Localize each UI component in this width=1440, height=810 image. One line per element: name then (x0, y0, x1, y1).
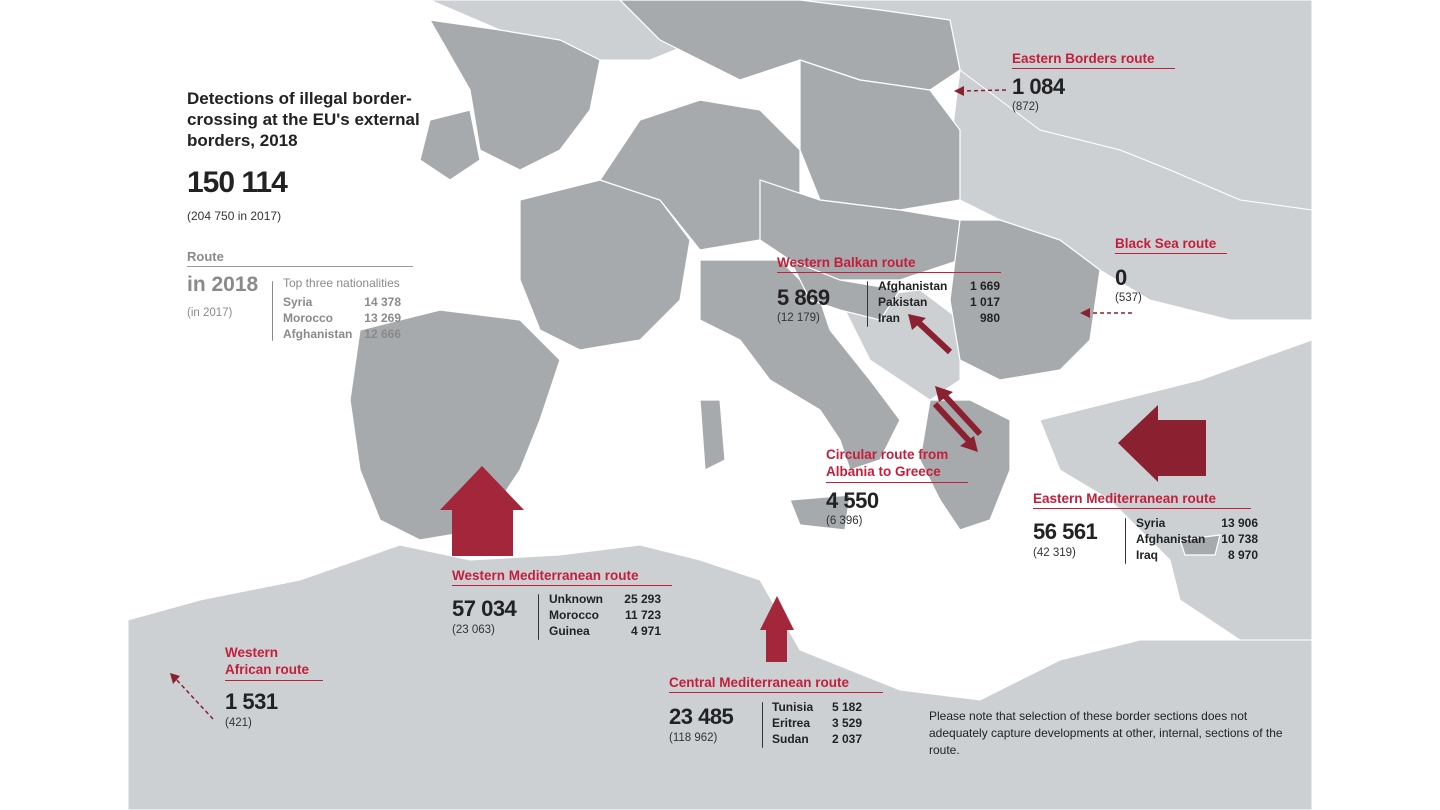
western-med-nat-list: Unknown 25 293 Morocco 11 723 Guinea 4 971 (549, 591, 661, 639)
circular-arrow-b (942, 393, 983, 437)
legend-prev-label: (in 2017) (187, 307, 233, 319)
poland (799, 59, 961, 211)
western-med-value: 57 034 (452, 596, 517, 621)
circular-route-name: Circular route from Albania to Greece (826, 446, 968, 483)
footnote: Please note that selection of these bord… (929, 709, 1283, 757)
black-sea-route-name: Black Sea route (1115, 236, 1227, 254)
eastern-med-route-name: Eastern Mediterranean route (1033, 491, 1251, 509)
ireland (419, 109, 481, 181)
legend-nat-row: Morocco 13 269 (283, 311, 401, 325)
legend-nat-row: Syria 14 378 (283, 295, 401, 309)
legend-route-label: Route (187, 249, 413, 267)
circular-prev: (6 396) (826, 515, 863, 527)
north-africa (127, 544, 1313, 810)
route-arrows (170, 86, 1206, 720)
western-balkan-nat-list: Afghanistan 1 669 Pakistan 1 017 Iran 980 (878, 278, 1000, 326)
nat-row: Morocco 11 723 (549, 608, 661, 622)
western-african-route-name: Western African route (225, 644, 323, 681)
nat-row: Guinea 4 971 (549, 624, 661, 638)
turkey-middle-east (1039, 339, 1313, 641)
nat-row: Afghanistan 1 669 (878, 279, 1000, 293)
legend-nat-row: Afghanistan 12 666 (283, 327, 401, 341)
central-med-brace (762, 702, 763, 748)
sicily (789, 494, 851, 531)
eastern-borders-pointer (959, 89, 1007, 92)
greece (919, 399, 1011, 531)
nat-row: Pakistan 1 017 (878, 295, 1000, 309)
nat-row: Afghanistan 10 738 (1136, 532, 1258, 546)
nat-row: Sudan 2 037 (772, 732, 862, 746)
ukraine-belarus (949, 69, 1313, 321)
nat-row: Iran 980 (878, 311, 1000, 325)
western-balkan-route-name: Western Balkan route (777, 255, 1001, 273)
eastern-med-brace (1125, 518, 1126, 564)
legend-nat-list: Syria 14 378 Morocco 13 269 Afghanistan 12 … (283, 294, 401, 342)
western-balkan-arrow (915, 319, 953, 355)
western-african-pointer (173, 676, 214, 720)
western-balkan-prev: (12 179) (777, 312, 820, 324)
western-med-brace (538, 594, 539, 640)
central-med-nat-list: Tunisia 5 182 Eritrea 3 529 Sudan 2 037 (772, 699, 862, 747)
central-med-prev: (118 962) (669, 732, 718, 744)
total-prev: (204 750 in 2017) (187, 209, 282, 223)
legend-year-label: in 2018 (187, 273, 259, 296)
czech-austria-hungary (759, 179, 961, 281)
western-med-route-name: Western Mediterranean route (452, 568, 672, 586)
black-sea-value: 0 (1115, 265, 1127, 290)
eastern-borders-route-name: Eastern Borders route (1012, 51, 1175, 69)
nat-row: Syria 13 906 (1136, 516, 1258, 530)
eastern-borders-value: 1 084 (1012, 74, 1065, 99)
central-med-route-name: Central Mediterranean route (669, 675, 883, 693)
eastern-med-nat-list: Syria 13 906 Afghanistan 10 738 Iraq 8 970 (1136, 515, 1258, 563)
western-balkan-brace (867, 281, 868, 327)
black-sea-prev: (537) (1115, 292, 1142, 304)
nat-row: Tunisia 5 182 (772, 700, 862, 714)
nat-row: Unknown 25 293 (549, 592, 661, 606)
legend-brace (272, 281, 273, 341)
eastern-med-value: 56 561 (1033, 519, 1098, 544)
sardinia (699, 399, 726, 471)
nat-row: Iraq 8 970 (1136, 548, 1258, 562)
eastern-borders-prev: (872) (1012, 101, 1039, 113)
chart-title: Detections of illegal border-crossing at… (187, 89, 420, 150)
western-balkan-value: 5 869 (777, 285, 830, 310)
benelux-germany (599, 99, 801, 251)
circular-value: 4 550 (826, 488, 879, 513)
central-med-value: 23 485 (669, 704, 734, 729)
western-african-value: 1 531 (225, 689, 278, 714)
western-med-arrow (440, 466, 524, 556)
croatia-slovenia (788, 258, 902, 321)
western-med-prev: (23 063) (452, 624, 495, 636)
romania-bulgaria (949, 219, 1101, 381)
western-african-prev: (421) (225, 717, 252, 729)
eastern-med-prev: (42 319) (1033, 547, 1076, 559)
total-value: 150 114 (187, 166, 288, 199)
nat-row: Eritrea 3 529 (772, 716, 862, 730)
eastern-med-arrow (1118, 405, 1206, 482)
legend-top-label: Top three nationalities (283, 276, 400, 290)
cyprus (1179, 534, 1221, 556)
iceland-uk-region (428, 19, 601, 171)
circular-arrow-a (932, 401, 973, 445)
italy (699, 259, 901, 471)
central-med-arrow (760, 596, 794, 662)
